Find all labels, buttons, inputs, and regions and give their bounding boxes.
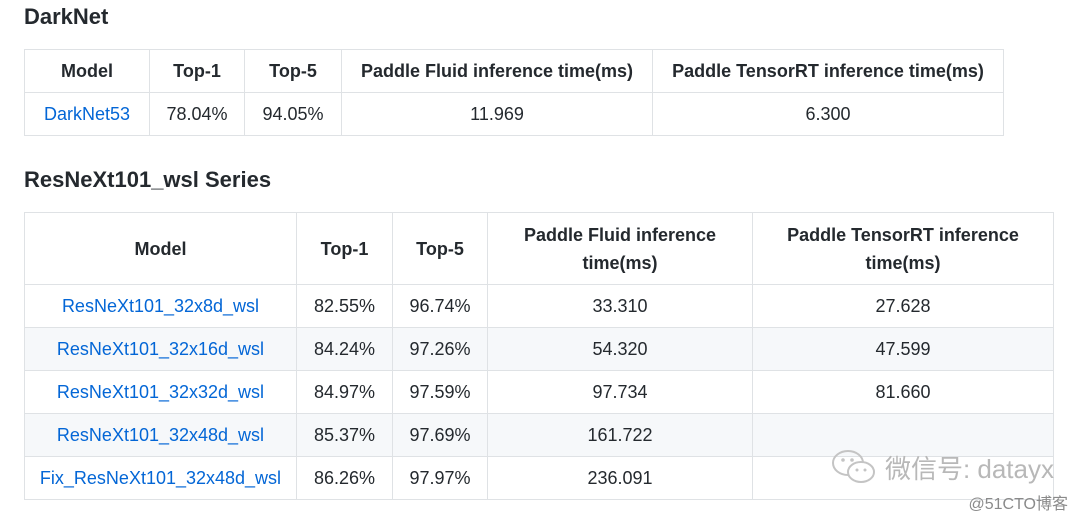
model-link[interactable]: ResNeXt101_32x8d_wsl xyxy=(61,295,260,316)
model-cell: DarkNet53 xyxy=(24,92,150,136)
table-row: Fix_ResNeXt101_32x48d_wsl 86.26% 97.97% … xyxy=(24,456,1054,500)
model-link[interactable]: ResNeXt101_32x16d_wsl xyxy=(56,338,265,359)
column-header-fluid-time: Paddle Fluid inference time(ms) xyxy=(341,49,653,93)
watermark-source: @51CTO博客 xyxy=(968,496,1068,513)
top5-cell: 97.69% xyxy=(392,413,488,457)
top1-cell: 84.97% xyxy=(296,370,393,414)
model-link[interactable]: Fix_ResNeXt101_32x48d_wsl xyxy=(39,467,282,488)
column-header-model: Model xyxy=(24,212,297,285)
top5-cell: 97.97% xyxy=(392,456,488,500)
fluid-time-cell: 11.969 xyxy=(341,92,653,136)
model-cell: ResNeXt101_32x32d_wsl xyxy=(24,370,297,414)
darknet-section-title: DarkNet xyxy=(24,4,109,29)
tensorrt-time-cell xyxy=(752,456,1054,500)
model-cell: ResNeXt101_32x48d_wsl xyxy=(24,413,297,457)
top5-cell: 96.74% xyxy=(392,284,488,328)
fluid-time-cell: 97.734 xyxy=(487,370,753,414)
model-link-darknet53[interactable]: DarkNet53 xyxy=(43,103,131,124)
table-row: ResNeXt101_32x8d_wsl 82.55% 96.74% 33.31… xyxy=(24,284,1054,328)
top1-cell: 86.26% xyxy=(296,456,393,500)
fluid-time-cell: 161.722 xyxy=(487,413,753,457)
column-header-fluid-time: Paddle Fluid inference time(ms) xyxy=(487,212,753,285)
table-header-row: Model Top-1 Top-5 Paddle Fluid inference… xyxy=(24,49,1004,93)
tensorrt-time-cell: 47.599 xyxy=(752,327,1054,371)
darknet-table: Model Top-1 Top-5 Paddle Fluid inference… xyxy=(24,49,1004,136)
top5-cell: 97.59% xyxy=(392,370,488,414)
tensorrt-time-cell: 6.300 xyxy=(652,92,1004,136)
wechat-watermark: 微信号: datayx xyxy=(831,447,1054,487)
model-cell: Fix_ResNeXt101_32x48d_wsl xyxy=(24,456,297,500)
tensorrt-time-cell: 27.628 xyxy=(752,284,1054,328)
table-header-row: Model Top-1 Top-5 Paddle Fluid inference… xyxy=(24,212,1054,285)
column-header-top1: Top-1 xyxy=(149,49,245,93)
table-row: ResNeXt101_32x16d_wsl 84.24% 97.26% 54.3… xyxy=(24,327,1054,371)
top5-cell: 97.26% xyxy=(392,327,488,371)
fluid-time-cell: 33.310 xyxy=(487,284,753,328)
resnext-section-title: ResNeXt101_wsl Series xyxy=(24,167,272,192)
tensorrt-time-cell: 81.660 xyxy=(752,370,1054,414)
table-row: ResNeXt101_32x32d_wsl 84.97% 97.59% 97.7… xyxy=(24,370,1054,414)
column-header-tensorrt-time: Paddle TensorRT inference time(ms) xyxy=(652,49,1004,93)
model-link[interactable]: ResNeXt101_32x48d_wsl xyxy=(56,424,265,445)
column-header-tensorrt-time: Paddle TensorRT inference time(ms) xyxy=(752,212,1054,285)
top5-cell: 94.05% xyxy=(244,92,342,136)
wechat-icon xyxy=(831,447,877,487)
column-header-top5: Top-5 xyxy=(244,49,342,93)
fluid-time-cell: 54.320 xyxy=(487,327,753,371)
fluid-time-cell: 236.091 xyxy=(487,456,753,500)
column-header-top1: Top-1 xyxy=(296,212,393,285)
column-header-top5: Top-5 xyxy=(392,212,488,285)
table-row: DarkNet53 78.04% 94.05% 11.969 6.300 xyxy=(24,92,1004,136)
resnext-table: Model Top-1 Top-5 Paddle Fluid inference… xyxy=(24,212,1054,500)
column-header-model: Model xyxy=(24,49,150,93)
watermark-text: 微信号: datayx xyxy=(884,453,1054,484)
top1-cell: 82.55% xyxy=(296,284,393,328)
top1-cell: 84.24% xyxy=(296,327,393,371)
model-cell: ResNeXt101_32x8d_wsl xyxy=(24,284,297,328)
model-link[interactable]: ResNeXt101_32x32d_wsl xyxy=(56,381,265,402)
table-row: ResNeXt101_32x48d_wsl 85.37% 97.69% 161.… xyxy=(24,413,1054,457)
model-cell: ResNeXt101_32x16d_wsl xyxy=(24,327,297,371)
top1-cell: 78.04% xyxy=(149,92,245,136)
top1-cell: 85.37% xyxy=(296,413,393,457)
